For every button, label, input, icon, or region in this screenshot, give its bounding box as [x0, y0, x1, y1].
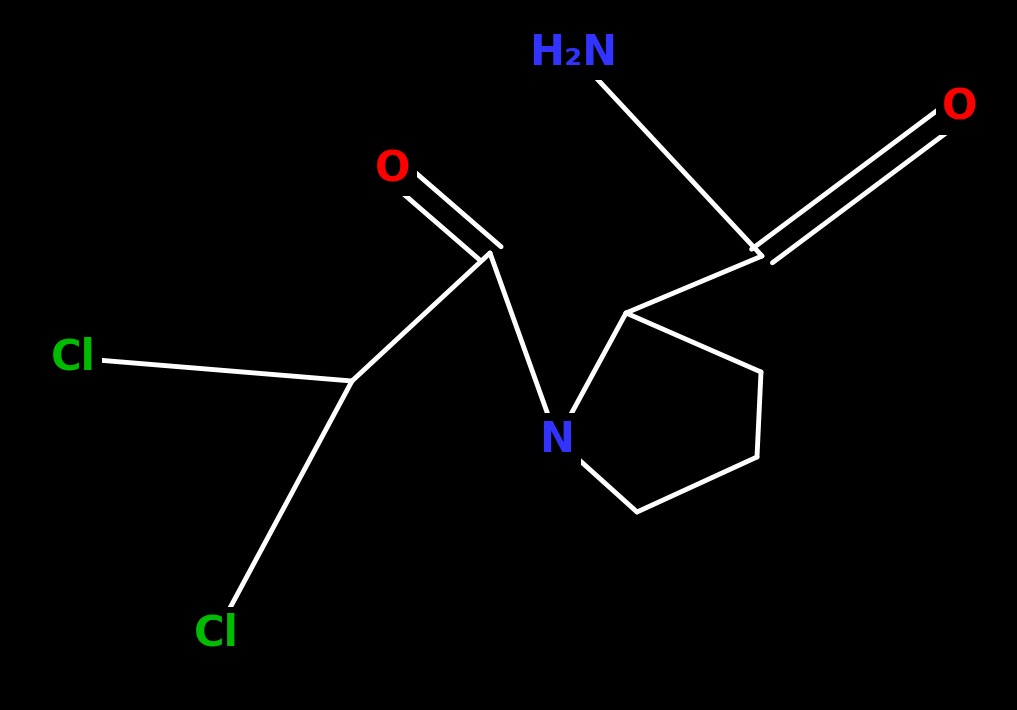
Text: Cl: Cl — [51, 337, 96, 379]
Text: O: O — [375, 148, 411, 190]
Text: O: O — [942, 87, 977, 129]
Text: Cl: Cl — [193, 613, 238, 655]
Text: H₂N: H₂N — [529, 32, 617, 74]
Text: N: N — [540, 419, 575, 461]
